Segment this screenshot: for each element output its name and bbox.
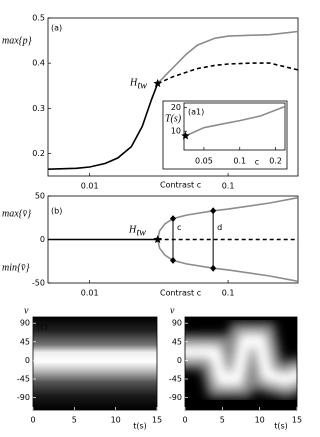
cut-marker — [170, 215, 176, 223]
panel-label: (a) — [51, 24, 62, 33]
x-tick-label: 10 — [111, 416, 121, 425]
y-tick-label: 0.2 — [32, 149, 45, 158]
y-tick-label: 20 — [171, 103, 181, 112]
y-axis-label: v — [24, 305, 29, 316]
x-tick-label: 0 — [30, 416, 35, 425]
x-tick-label: 15 — [152, 416, 162, 425]
y-tick-label: 45 — [20, 337, 30, 346]
y-tick-label: 0.5 — [32, 14, 45, 23]
cut-marker — [210, 264, 217, 272]
y-tick-label: 90 — [20, 319, 30, 328]
y-tick-label: -45 — [169, 375, 182, 384]
x-tick-label: 0.2 — [269, 157, 282, 166]
y-axis-label: T(s) — [165, 113, 182, 124]
annotation-sub: tw — [137, 227, 147, 238]
x-tick-label: 0.05 — [195, 157, 213, 166]
y-tick-label: 10 — [171, 127, 181, 136]
cut-marker — [210, 207, 217, 215]
panel-label: (a1) — [188, 108, 204, 117]
y-tick-label: -45 — [17, 375, 30, 384]
x-axis-label: c — [255, 158, 259, 167]
annotation-sub: tw — [138, 80, 148, 91]
star-marker — [153, 235, 162, 244]
x-tick-label: 5 — [72, 416, 77, 425]
axes-frame — [183, 102, 286, 151]
star-marker — [153, 79, 162, 88]
panel-label: (d) — [189, 323, 200, 332]
y-tick-label: 0 — [25, 356, 30, 365]
y-tick-label: 0 — [177, 356, 182, 365]
y-tick-label: 45 — [172, 337, 182, 346]
cut-marker — [170, 256, 176, 264]
x-tick-label: 10 — [255, 416, 265, 425]
y-axis-label: min{v̄} — [2, 262, 29, 273]
axes-frame — [32, 316, 158, 411]
x-tick-label: 0.01 — [81, 289, 99, 298]
y-tick-label: 0 — [40, 235, 45, 244]
line-series — [47, 83, 159, 170]
line-series — [156, 196, 299, 240]
y-tick-label: 0.4 — [32, 59, 45, 68]
x-tick-label: 0 — [182, 416, 187, 425]
x-tick-label: 5 — [220, 416, 225, 425]
y-axis-label: max{v̄} — [2, 208, 31, 219]
x-axis-label: Contrast c — [160, 181, 201, 190]
annotation: H — [128, 224, 137, 235]
x-tick-label: 0.01 — [81, 182, 99, 191]
y-tick-label: -90 — [169, 393, 182, 402]
x-tick-label: 15 — [292, 416, 302, 425]
line-series — [157, 62, 299, 85]
x-axis-label: Contrast c — [160, 289, 201, 298]
y-tick-label: -50 — [32, 279, 45, 288]
panel-label: (c) — [37, 323, 48, 332]
axes-frame — [184, 316, 298, 411]
line-series — [156, 239, 299, 283]
line-series — [157, 30, 299, 85]
heatmap-d — [185, 317, 297, 410]
cut-label: d — [217, 223, 222, 232]
x-tick-label: 0.1 — [222, 289, 235, 298]
annotation: H — [129, 77, 138, 88]
cut-label: c — [177, 223, 181, 232]
x-tick-label: 0.1 — [222, 182, 235, 191]
x-axis-label: t(s) — [274, 422, 288, 431]
panel-label: (b) — [51, 207, 62, 216]
figure: 0.01 0.1 0.2 0.3 0.4 0.5 (a) Contrast c max{p} H t… — [2, 14, 302, 431]
y-axis-label: v — [170, 305, 175, 316]
line-series — [185, 105, 286, 137]
y-tick-label: -90 — [17, 393, 30, 402]
x-tick-label: 0.1 — [233, 157, 246, 166]
y-tick-label: 90 — [172, 319, 182, 328]
axes-frame — [47, 17, 299, 177]
y-tick-label: 0.3 — [32, 104, 45, 113]
y-tick-label: 50 — [35, 192, 45, 201]
x-axis-label: t(s) — [133, 422, 147, 431]
heatmap-c — [33, 317, 157, 410]
y-axis-label: max{p} — [2, 35, 32, 46]
star-marker — [181, 131, 190, 140]
